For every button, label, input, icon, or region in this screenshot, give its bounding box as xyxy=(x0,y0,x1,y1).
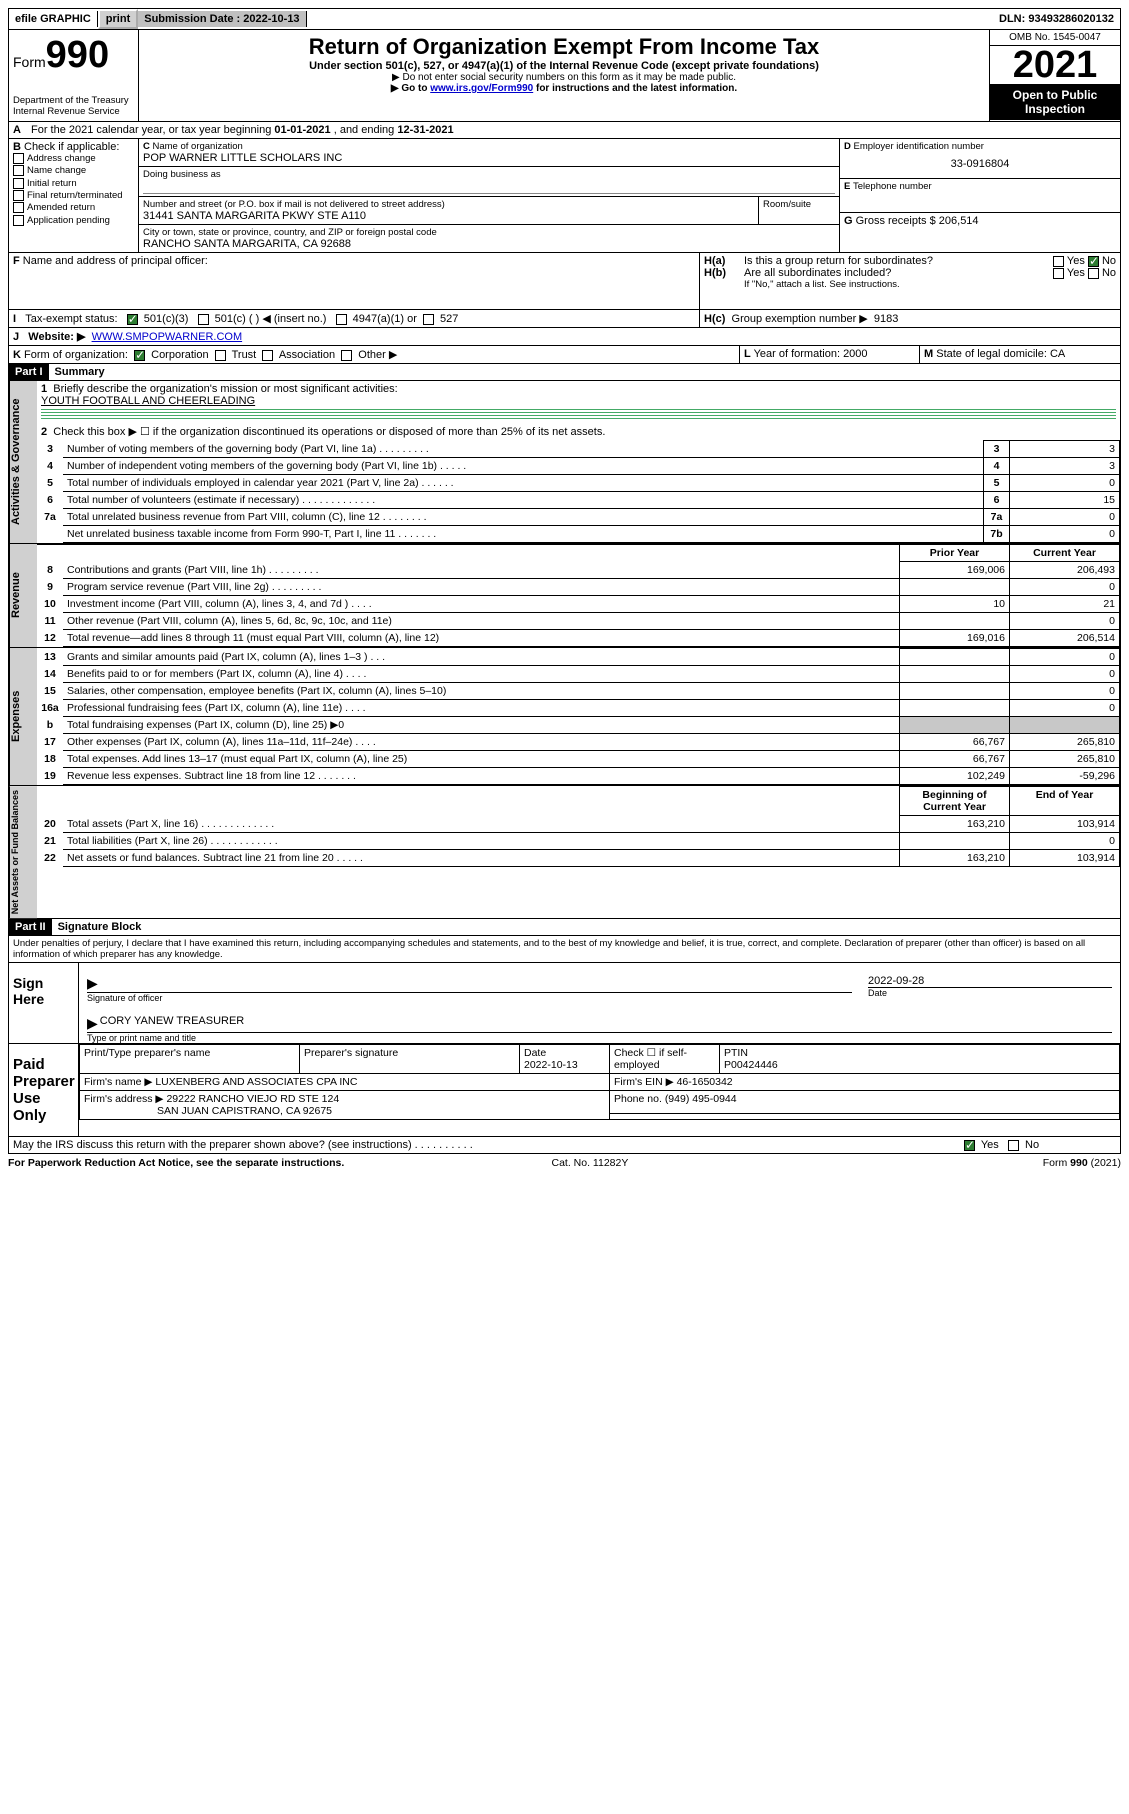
part1-header: Part I Summary xyxy=(8,364,1121,381)
part1-governance: Activities & Governance 1 Briefly descri… xyxy=(8,381,1121,544)
form-header: Form990 Department of the TreasuryIntern… xyxy=(8,30,1121,122)
form-ref: Form 990 (2021) xyxy=(1043,1157,1121,1169)
vtab-expenses: Expenses xyxy=(9,648,37,785)
expenses-table: 13Grants and similar amounts paid (Part … xyxy=(37,648,1120,785)
cb-527[interactable] xyxy=(423,314,434,325)
pra-notice: For Paperwork Reduction Act Notice, see … xyxy=(8,1157,344,1169)
year-formation: 2000 xyxy=(843,348,867,360)
street-label: Number and street (or P.O. box if mail i… xyxy=(143,199,754,210)
hb-yes[interactable] xyxy=(1053,268,1064,279)
cb-final-return[interactable]: Final return/terminated xyxy=(13,190,134,202)
submission-date: Submission Date : 2022-10-13 xyxy=(138,11,306,27)
netassets-table: Beginning of Current YearEnd of Year20To… xyxy=(37,786,1120,867)
ein: 33-0916804 xyxy=(844,152,1116,176)
klm-block: K Form of organization: Corporation Trus… xyxy=(8,346,1121,364)
i-block: I Tax-exempt status: 501(c)(3) 501(c) ( … xyxy=(8,310,1121,328)
section-b: B Check if applicable: Address change Na… xyxy=(9,139,139,252)
cb-corp[interactable] xyxy=(134,350,145,361)
city: RANCHO SANTA MARGARITA, CA 92688 xyxy=(143,238,835,250)
discuss-yes[interactable] xyxy=(964,1140,975,1151)
gross-receipts: 206,514 xyxy=(939,215,979,227)
line-a: A For the 2021 calendar year, or tax yea… xyxy=(8,122,1121,139)
cb-assoc[interactable] xyxy=(262,350,273,361)
hb-no[interactable] xyxy=(1088,268,1099,279)
org-name: POP WARNER LITTLE SCHOLARS INC xyxy=(143,152,835,164)
print-button[interactable]: print xyxy=(98,9,138,29)
vtab-governance: Activities & Governance xyxy=(9,381,37,543)
website-link[interactable]: WWW.SMPOPWARNER.COM xyxy=(92,331,243,343)
cb-amended-return[interactable]: Amended return xyxy=(13,202,134,214)
governance-table: 3Number of voting members of the governi… xyxy=(37,440,1120,543)
cb-address-change[interactable]: Address change xyxy=(13,153,134,165)
dba-label: Doing business as xyxy=(143,169,835,180)
form-subtitle: Under section 501(c), 527, or 4947(a)(1)… xyxy=(143,60,985,72)
hb-question: Are all subordinates included? xyxy=(744,267,1053,279)
cb-trust[interactable] xyxy=(215,350,226,361)
vtab-netassets: Net Assets or Fund Balances xyxy=(9,786,37,918)
hb-note: If "No," attach a list. See instructions… xyxy=(704,279,1116,290)
instructions-link-line: Go to www.irs.gov/Form990 for instructio… xyxy=(143,83,985,94)
cb-name-change[interactable]: Name change xyxy=(13,165,134,177)
tax-year: 2021 xyxy=(990,46,1120,84)
declaration: Under penalties of perjury, I declare th… xyxy=(8,936,1121,963)
ha-yes[interactable] xyxy=(1053,256,1064,267)
cat-no: Cat. No. 11282Y xyxy=(551,1157,628,1169)
street: 31441 SANTA MARGARITA PKWY STE A110 xyxy=(143,210,754,222)
principal-officer-label: Name and address of principal officer: xyxy=(23,255,208,267)
section-c: C Name of organization POP WARNER LITTLE… xyxy=(139,139,840,252)
section-deg: D Employer identification number 33-0916… xyxy=(840,139,1120,252)
irs-link[interactable]: www.irs.gov/Form990 xyxy=(430,83,533,94)
ha-question: Is this a group return for subordinates? xyxy=(744,255,1053,267)
cb-501c[interactable] xyxy=(198,314,209,325)
form-number: Form990 xyxy=(13,34,134,77)
page-footer: For Paperwork Reduction Act Notice, see … xyxy=(8,1154,1121,1172)
part1-revenue: Revenue Prior YearCurrent Year8Contribut… xyxy=(8,544,1121,648)
dln: DLN: 93493286020132 xyxy=(993,11,1120,27)
discuss-no[interactable] xyxy=(1008,1140,1019,1151)
sign-here-block: Sign Here Signature of officer 2022-09-2… xyxy=(8,963,1121,1044)
officer-name-label: Type or print name and title xyxy=(79,1033,1120,1043)
cb-501c3[interactable] xyxy=(127,314,138,325)
top-bar: efile GRAPHIC print Submission Date : 20… xyxy=(8,8,1121,30)
fh-block: F Name and address of principal officer:… xyxy=(8,253,1121,310)
preparer-table: Print/Type preparer's name Preparer's si… xyxy=(79,1044,1120,1120)
state-domicile: CA xyxy=(1050,348,1065,360)
open-inspection: Open to Public Inspection xyxy=(990,84,1120,120)
sig-officer-label: Signature of officer xyxy=(79,993,860,1003)
dba-value xyxy=(143,180,835,194)
telephone xyxy=(844,192,1116,210)
cb-4947[interactable] xyxy=(336,314,347,325)
form-title: Return of Organization Exempt From Incom… xyxy=(143,34,985,60)
part1-netassets: Net Assets or Fund Balances Beginning of… xyxy=(8,786,1121,919)
q2: Check this box ▶ ☐ if the organization d… xyxy=(53,426,605,438)
part2-header: Part II Signature Block xyxy=(8,919,1121,936)
dept-treasury: Department of the TreasuryInternal Reven… xyxy=(13,95,134,117)
q1: Briefly describe the organization's miss… xyxy=(53,383,397,395)
sig-date-label: Date xyxy=(860,988,1120,998)
sig-date: 2022-09-28 xyxy=(868,965,1112,988)
j-block: J Website: ▶ WWW.SMPOPWARNER.COM xyxy=(8,328,1121,346)
cb-application-pending[interactable]: Application pending xyxy=(13,215,134,227)
room-suite: Room/suite xyxy=(759,197,839,224)
ssn-note: Do not enter social security numbers on … xyxy=(143,72,985,83)
paid-preparer-block: Paid Preparer Use Only Print/Type prepar… xyxy=(8,1044,1121,1137)
efile-label: efile GRAPHIC xyxy=(9,11,98,27)
group-exemption: 9183 xyxy=(874,313,898,325)
cb-initial-return[interactable]: Initial return xyxy=(13,178,134,190)
officer-name: CORY YANEW TREASURER xyxy=(100,1015,244,1032)
ha-no[interactable] xyxy=(1088,256,1099,267)
entity-block: B Check if applicable: Address change Na… xyxy=(8,139,1121,253)
part1-expenses: Expenses 13Grants and similar amounts pa… xyxy=(8,648,1121,786)
discuss-row: May the IRS discuss this return with the… xyxy=(8,1137,1121,1154)
sign-here-label: Sign Here xyxy=(9,963,79,1043)
vtab-revenue: Revenue xyxy=(9,544,37,647)
paid-preparer-label: Paid Preparer Use Only xyxy=(9,1044,79,1136)
mission: YOUTH FOOTBALL AND CHEERLEADING xyxy=(41,395,255,407)
revenue-table: Prior YearCurrent Year8Contributions and… xyxy=(37,544,1120,647)
cb-other[interactable] xyxy=(341,350,352,361)
city-label: City or town, state or province, country… xyxy=(143,227,835,238)
